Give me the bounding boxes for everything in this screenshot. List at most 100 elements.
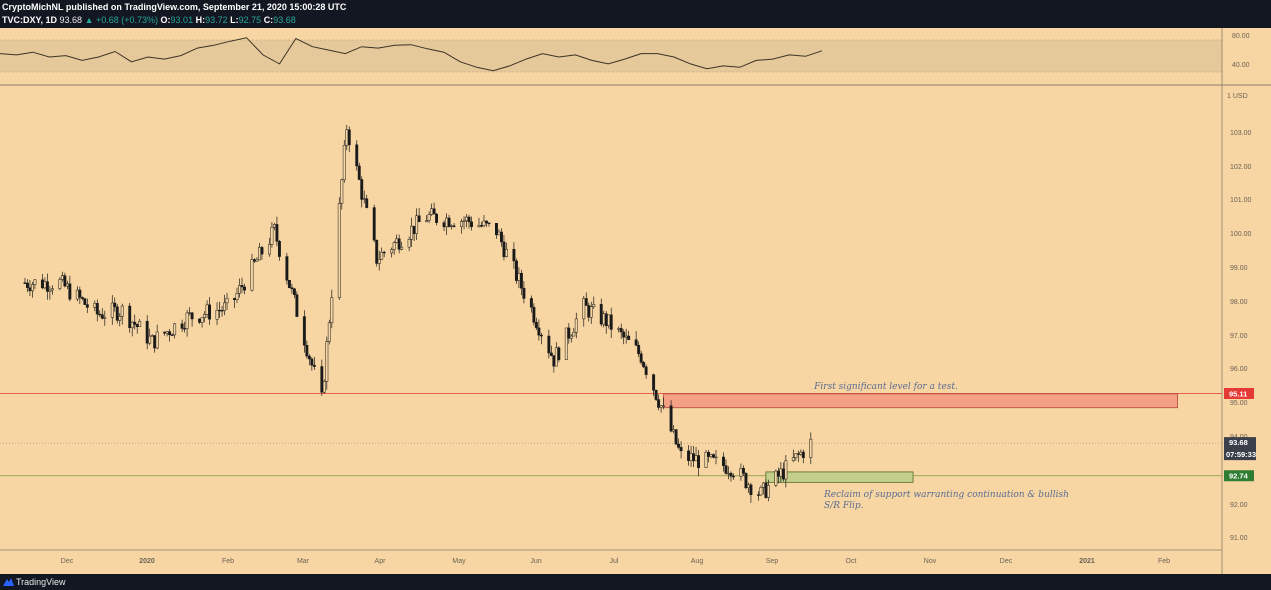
candle-body: [674, 429, 678, 445]
candle-body: [652, 374, 656, 391]
candle-body: [624, 335, 628, 338]
close-value: 93.68: [273, 15, 296, 25]
time-tick: Sep: [766, 558, 779, 565]
chart-canvas[interactable]: 80.00 40.00 1 USD 103.00 102.00 101.00 1…: [0, 28, 1271, 574]
candle-body: [400, 246, 404, 250]
candle-body: [340, 179, 344, 204]
candle-body: [372, 207, 376, 241]
candle-body: [689, 453, 693, 461]
support-tag-text: 92.74: [1229, 472, 1249, 481]
candle-body: [345, 129, 349, 146]
candle-body: [260, 247, 264, 255]
candle-body: [425, 220, 429, 223]
candle-body: [128, 305, 132, 329]
candle-body: [50, 288, 54, 291]
candle-body: [462, 220, 466, 222]
candle-body: [447, 217, 451, 227]
candle-body: [477, 225, 481, 227]
candle-body: [801, 451, 805, 458]
resistance-annotation[interactable]: First significant level for a test.: [813, 382, 958, 392]
candle-body: [148, 335, 152, 344]
last-price-tag-text: 93.68: [1229, 438, 1248, 447]
candle-body: [442, 222, 446, 228]
candle-body: [30, 284, 34, 292]
candle-body: [809, 438, 813, 458]
price-tick: 102.00: [1230, 164, 1252, 171]
candle-body: [602, 313, 606, 325]
high-label: H:: [195, 15, 206, 25]
candle-body: [784, 460, 788, 480]
candle-body: [23, 282, 27, 284]
candle-body: [639, 353, 643, 363]
candle-body: [65, 283, 69, 287]
support-annotation-line2[interactable]: S/R Flip.: [824, 501, 864, 511]
rsi-line: [0, 37, 823, 72]
candle-body: [697, 455, 700, 468]
candle-body: [669, 405, 673, 432]
candle-body: [617, 328, 621, 330]
candle-body: [450, 225, 454, 227]
candle-body: [330, 297, 334, 324]
candle-body: [312, 364, 316, 367]
support-annotation-line1[interactable]: Reclaim of support warranting continuati…: [823, 490, 1069, 500]
time-axis[interactable]: Dec 2020 Feb Mar Apr May Jun Jul Aug Sep…: [61, 558, 1170, 565]
open-label: O:: [160, 15, 171, 25]
candle-body: [657, 399, 661, 408]
candle-body: [183, 328, 187, 330]
candle-body: [637, 344, 641, 355]
candle-body: [415, 215, 419, 234]
candle-body: [774, 470, 778, 486]
symbol-label[interactable]: TVC:DXY, 1D: [2, 15, 58, 25]
candle-body: [357, 165, 361, 180]
candle-body: [739, 468, 743, 477]
footer-brand[interactable]: TradingView: [16, 577, 66, 587]
candle-body: [729, 472, 733, 477]
candle-body: [707, 452, 710, 457]
time-tick: 2021: [1079, 558, 1095, 565]
candle-body: [791, 457, 795, 461]
candle-body: [514, 260, 518, 281]
candle-body: [60, 275, 64, 280]
candle-body: [749, 484, 753, 495]
candle-body: [240, 285, 244, 288]
candle-body: [153, 335, 157, 349]
candle-body: [622, 331, 626, 338]
candle-body: [93, 303, 97, 308]
candle-body: [33, 279, 37, 285]
candle-body: [272, 224, 276, 228]
candle-body: [659, 405, 663, 408]
candle-body: [766, 485, 770, 498]
candle-body: [243, 286, 246, 291]
time-tick: Apr: [375, 558, 387, 565]
candle-body: [360, 179, 364, 200]
candle-body: [120, 305, 124, 317]
candle-body: [495, 222, 498, 236]
candle-body: [395, 238, 399, 243]
candle-body: [138, 320, 142, 328]
candle-body: [704, 452, 708, 468]
time-tick: Jun: [530, 558, 541, 565]
candle-body: [519, 272, 523, 289]
candle-body: [205, 304, 209, 315]
candle-body: [310, 358, 314, 366]
candle-body: [355, 144, 359, 167]
candle-body: [552, 355, 556, 367]
candle-body: [58, 279, 62, 289]
price-tick: 96.00: [1230, 366, 1248, 373]
candle-body: [168, 331, 172, 336]
chart-header: CryptoMichNL published on TradingView.co…: [0, 0, 1271, 28]
candle-body: [215, 309, 219, 320]
candle-body: [554, 347, 558, 367]
candle-body: [709, 454, 713, 457]
candle-body: [485, 220, 488, 224]
candle-body: [337, 203, 341, 298]
time-tick: Mar: [297, 558, 310, 565]
candle-body: [253, 259, 256, 262]
resistance-zone[interactable]: [663, 393, 1178, 409]
support-zone[interactable]: [765, 471, 914, 483]
support-tag: 92.74: [1224, 470, 1254, 482]
footer: TradingView: [0, 574, 1271, 590]
candle-body: [362, 198, 366, 200]
tradingview-logo-icon[interactable]: [3, 577, 14, 586]
price-tick: 97.00: [1230, 333, 1248, 340]
